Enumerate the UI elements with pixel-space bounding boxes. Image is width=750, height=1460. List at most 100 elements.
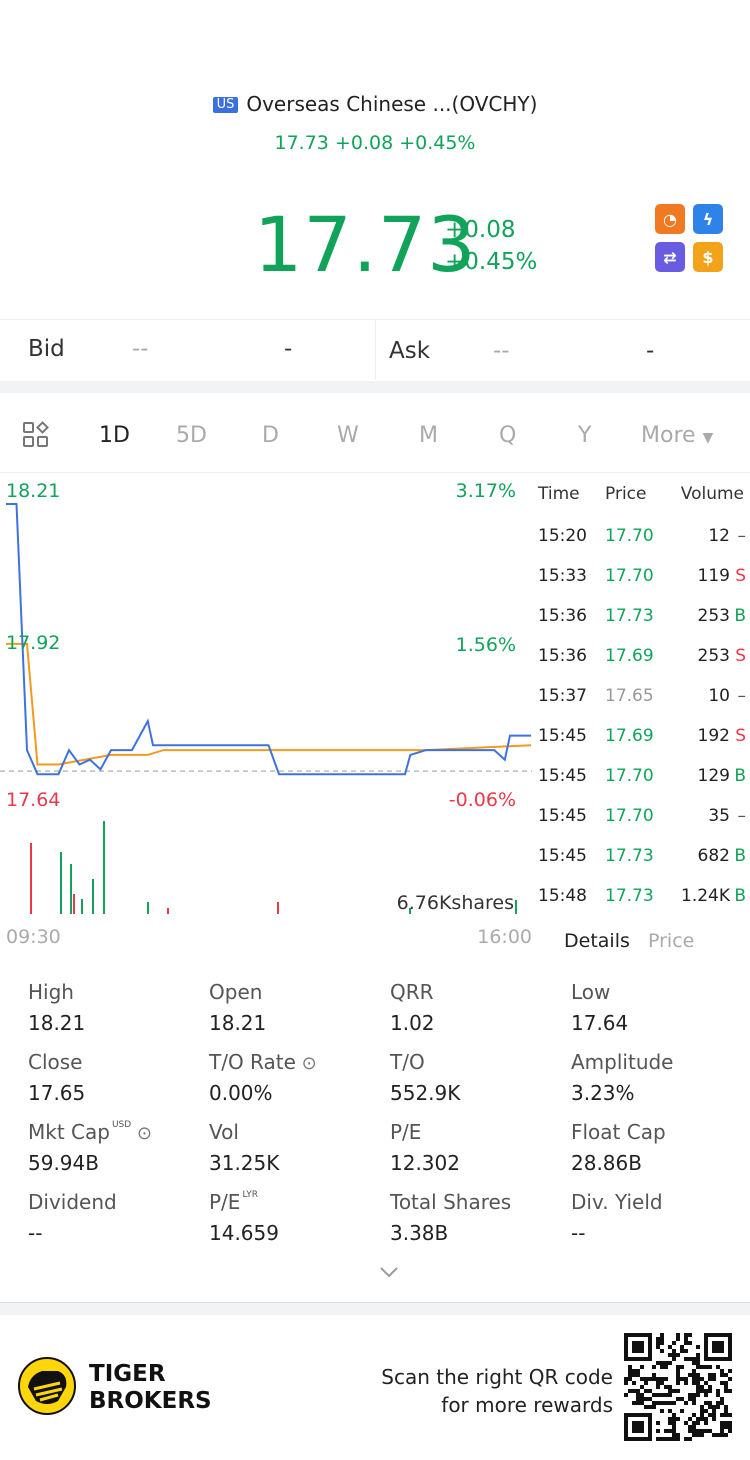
qr-module [724, 1405, 728, 1409]
qr-module [696, 1345, 700, 1349]
lightning-icon[interactable]: ϟ [693, 204, 723, 234]
qr-module [628, 1369, 632, 1373]
qr-module [636, 1397, 640, 1401]
qr-module [624, 1377, 628, 1381]
header-quote-summary: 17.73 +0.08 +0.45% [274, 132, 476, 154]
tab-week[interactable]: W [337, 423, 359, 448]
qr-module [684, 1349, 688, 1353]
qr-module [708, 1413, 712, 1417]
x-label-start: 09:30 [6, 926, 61, 948]
qr-module [692, 1413, 696, 1417]
qr-module [676, 1433, 680, 1437]
qr-module [672, 1417, 676, 1421]
qr-module [696, 1389, 700, 1393]
qr-module [684, 1377, 688, 1381]
qr-module [660, 1381, 664, 1385]
stat-label: T/O [390, 1050, 570, 1074]
qr-module [628, 1377, 632, 1381]
dollar-icon[interactable]: $ [693, 242, 723, 272]
qr-module [696, 1417, 700, 1421]
qr-code[interactable] [624, 1333, 732, 1441]
qr-module [688, 1425, 692, 1429]
qr-module [712, 1373, 716, 1377]
qr-module [656, 1437, 660, 1441]
qr-module [660, 1349, 664, 1353]
gauge-icon[interactable]: ◔ [655, 204, 685, 234]
tab-5d[interactable]: 5D [176, 423, 207, 448]
qr-module [700, 1433, 704, 1437]
tab-price[interactable]: Price [648, 930, 695, 952]
ask-size: - [646, 338, 655, 364]
tick-side: S [735, 646, 746, 666]
swap-icon[interactable]: ⇄ [655, 242, 685, 272]
stat-vol: Vol 31.25K [209, 1120, 389, 1175]
tick-row: 15:48 17.73 1.24K B [535, 886, 750, 926]
tick-time: 15:20 [538, 526, 587, 546]
qr-module [672, 1429, 676, 1433]
qr-module [692, 1381, 696, 1385]
info-icon[interactable]: ⊙ [131, 1123, 152, 1144]
qr-module [672, 1421, 676, 1425]
qr-module [704, 1381, 708, 1385]
ask-label: Ask [389, 338, 431, 364]
tick-time: 15:45 [538, 806, 587, 826]
qr-module [688, 1429, 692, 1433]
qr-module [672, 1401, 676, 1405]
bid-ask-divider [375, 320, 376, 380]
qr-module [632, 1369, 636, 1373]
qr-module [668, 1353, 672, 1357]
tab-quarter[interactable]: Q [499, 423, 517, 448]
tab-1d[interactable]: 1D [99, 423, 130, 448]
more-dropdown[interactable]: More ▼ [641, 423, 713, 448]
tab-month[interactable]: M [419, 423, 438, 448]
qr-finder [624, 1333, 628, 1361]
tab-day[interactable]: D [262, 423, 279, 448]
qr-module [660, 1393, 664, 1397]
stat-low: Low 17.64 [571, 980, 750, 1035]
pct-label-high: 3.17% [456, 480, 516, 502]
qr-module [720, 1421, 724, 1425]
stat-label-text: Float Cap [571, 1120, 666, 1144]
stat-label-text: High [28, 980, 74, 1004]
qr-module [728, 1413, 732, 1417]
stat-label-text: Close [28, 1050, 83, 1074]
qr-module [672, 1437, 676, 1441]
qr-module [708, 1377, 712, 1381]
qr-module [712, 1417, 716, 1421]
grid-layout-icon[interactable] [22, 421, 50, 449]
tick-volume: 682 [697, 846, 730, 866]
qr-module [696, 1429, 700, 1433]
qr-module [668, 1385, 672, 1389]
tab-year[interactable]: Y [578, 423, 592, 448]
tick-time: 15:45 [538, 766, 587, 786]
expand-chevron-icon[interactable] [378, 1264, 400, 1280]
qr-module [688, 1357, 692, 1361]
qr-module [700, 1409, 704, 1413]
qr-module [728, 1389, 732, 1393]
ticks-header: Time Price Volume [535, 484, 750, 524]
qr-module [684, 1421, 688, 1425]
qr-module [656, 1421, 660, 1425]
more-label: More [641, 423, 696, 448]
info-icon[interactable]: ⊙ [295, 1053, 317, 1074]
stat-label: Dividend [28, 1190, 208, 1214]
tab-details[interactable]: Details [564, 930, 630, 952]
stat-label-text: Low [571, 980, 611, 1004]
qr-module [632, 1389, 636, 1393]
stat-t-o: T/O 552.9K [390, 1050, 570, 1105]
qr-module [676, 1365, 680, 1369]
qr-module [636, 1389, 640, 1393]
intraday-chart[interactable]: 18.21 17.92 17.64 3.17% 1.56% -0.06% 6.7… [0, 474, 532, 920]
y-label-low: 17.64 [6, 789, 60, 811]
qr-module [664, 1361, 668, 1365]
last-price: 17.73 [254, 200, 477, 289]
qr-module [724, 1433, 728, 1437]
qr-module [684, 1333, 688, 1337]
qr-module [648, 1377, 652, 1381]
qr-finder [624, 1333, 652, 1337]
qr-module [704, 1421, 708, 1425]
tick-volume: 119 [697, 566, 730, 586]
qr-finder [624, 1413, 652, 1417]
qr-module [728, 1421, 732, 1425]
qr-module [652, 1401, 656, 1405]
